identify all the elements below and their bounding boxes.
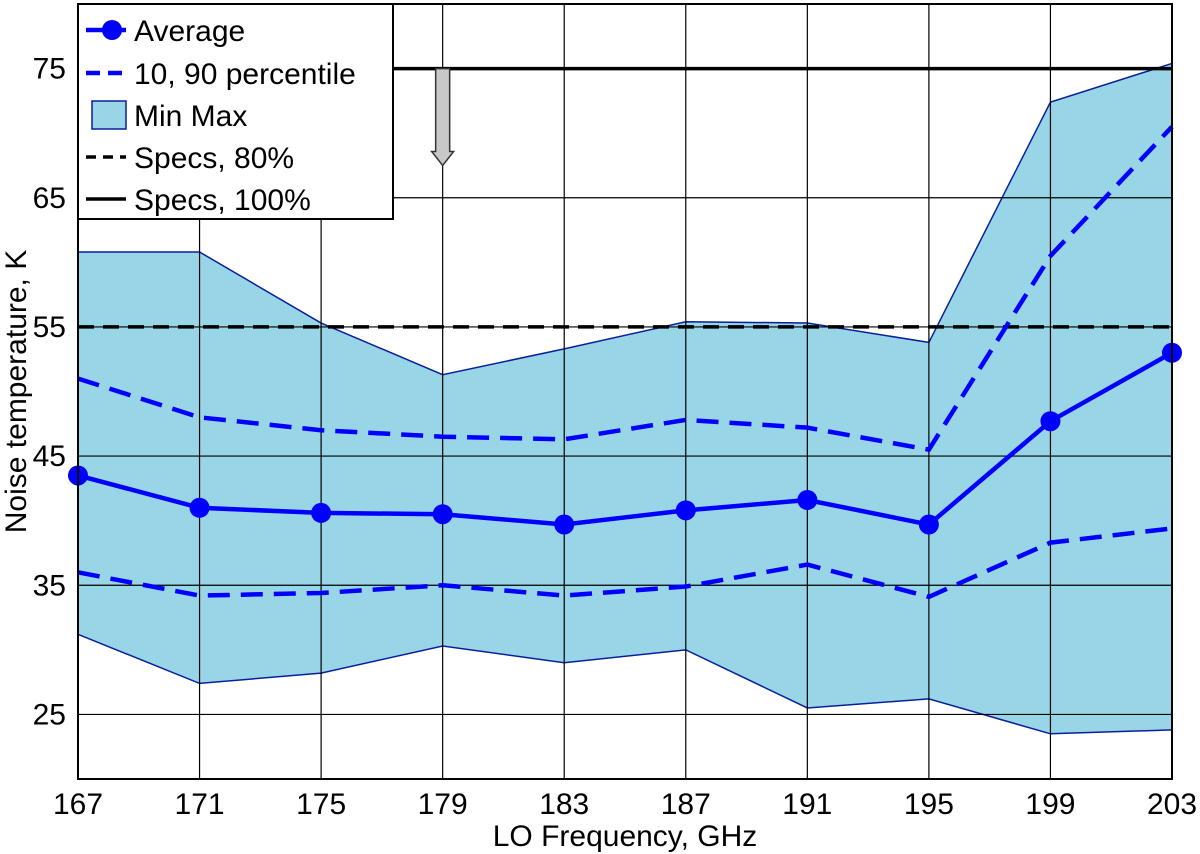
legend-specs-80-label: Specs, 80% <box>134 142 294 175</box>
legend-average-symbol <box>86 20 126 40</box>
legend-average-label: Average <box>134 15 245 48</box>
average-point <box>311 502 332 523</box>
average-point <box>432 504 453 525</box>
max-line <box>78 62 1173 376</box>
y-tick-labels: 25 35 45 55 65 75 <box>33 53 66 732</box>
x-axis-label: LO Frequency, GHz <box>493 820 758 853</box>
average-point <box>797 490 818 510</box>
y-tick-label: 25 <box>33 698 66 731</box>
x-tick-label: 199 <box>1025 788 1075 821</box>
average-point <box>1040 411 1061 432</box>
legend-specs-100-label: Specs, 100% <box>134 184 311 217</box>
y-tick-label: 75 <box>33 53 66 86</box>
y-tick-label: 35 <box>33 569 66 602</box>
y-axis-label: Noise temperature, K <box>0 250 33 533</box>
average-point <box>554 514 575 535</box>
x-tick-label: 187 <box>661 788 711 821</box>
percentile-lines-layer <box>77 125 1174 600</box>
average-line <box>77 350 1174 527</box>
average-point <box>675 500 696 521</box>
legend-item-average: Average <box>86 15 245 48</box>
min-max-band-layer <box>77 62 1173 735</box>
y-tick-label: 45 <box>33 440 66 473</box>
x-tick-label: 183 <box>539 788 589 821</box>
legend-average-marker <box>102 20 122 40</box>
legend-percentile-label: 10, 90 percentile <box>134 58 356 91</box>
x-tick-label: 167 <box>53 788 103 821</box>
average-point <box>189 497 210 518</box>
legend-item-specs-80: Specs, 80% <box>86 142 294 175</box>
legend-minmax-label: Min Max <box>134 100 247 133</box>
plot-frame <box>77 3 1173 780</box>
y-tick-label: 65 <box>33 182 66 215</box>
percentile-90-line <box>77 125 1174 453</box>
x-tick-label: 171 <box>175 788 225 821</box>
percentile-10-line <box>77 526 1173 600</box>
legend-minmax-swatch <box>91 100 127 130</box>
min-max-band <box>78 63 1172 734</box>
legend-item-minmax: Min Max <box>91 100 247 133</box>
x-tick-label: 175 <box>296 788 346 821</box>
x-tick-label: 191 <box>782 788 832 821</box>
legend: Average 10, 90 percentile Min Max Specs,… <box>77 3 394 220</box>
legend-minmax-symbol <box>91 100 127 130</box>
y-tick-label: 55 <box>33 311 66 344</box>
annotation-layer <box>430 67 456 167</box>
legend-box <box>77 3 394 220</box>
legend-item-specs-100: Specs, 100% <box>86 184 311 217</box>
x-tick-label: 179 <box>418 788 468 821</box>
x-tick-labels: 167 171 175 179 183 187 191 195 199 203 <box>53 788 1197 821</box>
down-arrow-icon <box>430 67 456 167</box>
x-tick-label: 203 <box>1147 788 1197 821</box>
min-line <box>77 633 1173 735</box>
legend-item-percentile: 10, 90 percentile <box>86 58 356 91</box>
x-tick-label: 195 <box>904 788 954 821</box>
average-point <box>918 514 939 535</box>
